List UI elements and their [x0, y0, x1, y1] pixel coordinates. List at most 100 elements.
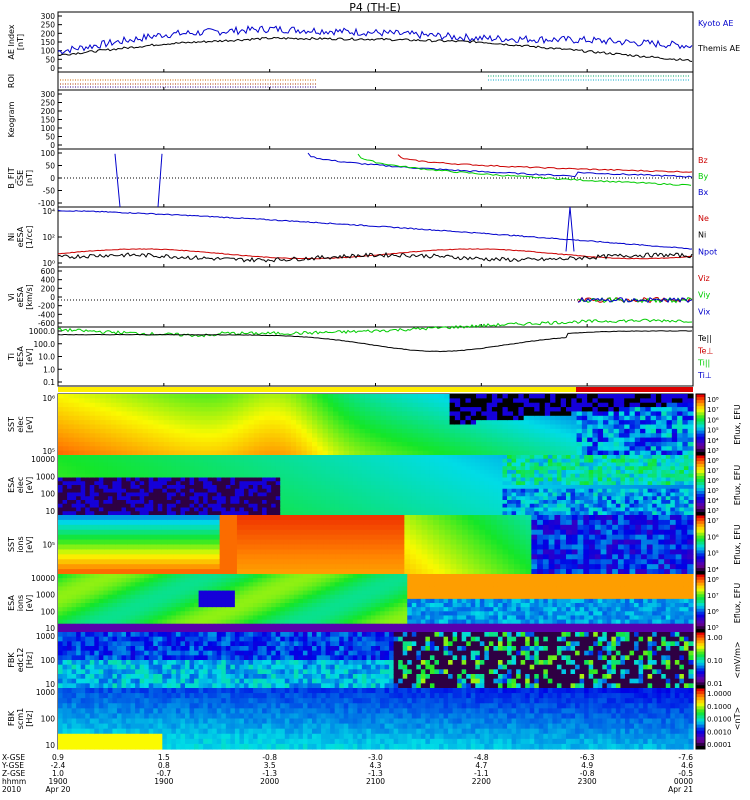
- sst-elec-cell: [428, 446, 435, 452]
- sst-ion-cell: [352, 529, 359, 536]
- sst-elec-cell: [470, 420, 477, 426]
- sst-ion-cell: [185, 564, 192, 570]
- page-title: P4 (TH-E): [349, 1, 401, 14]
- sst-elec-cell: [333, 428, 340, 434]
- sst-elec-cell: [491, 428, 498, 434]
- esa-elec-cell: [634, 466, 640, 471]
- esa-elec-cell: [266, 492, 272, 497]
- sst-elec-cell: [84, 437, 91, 443]
- esa-elec-cell: [112, 496, 118, 501]
- sst-elec-cell: [655, 433, 662, 439]
- sst-elec-cell: [95, 433, 101, 439]
- sst-ion-cell: [213, 544, 221, 551]
- esa-elec-cell: [153, 496, 159, 501]
- sst-elec-cell: [576, 420, 583, 426]
- sst-ion-cell: [190, 564, 198, 570]
- esa-elec-cell: [529, 458, 535, 464]
- sst-ion-cell: [144, 519, 151, 526]
- sst-elec-cell: [322, 437, 329, 443]
- esa-elec-cell: [271, 511, 277, 516]
- sst-ion-cell: [231, 529, 238, 536]
- esa-elec-cell: [352, 496, 358, 501]
- esa-elec-cell: [221, 481, 227, 486]
- sst-elec-cell: [259, 420, 265, 426]
- esa-elec-cell: [638, 500, 644, 505]
- esa-elec-cell: [162, 458, 168, 464]
- esa-elec-cell: [547, 473, 553, 479]
- sst-elec-cell: [560, 407, 567, 413]
- esa-elec-cell: [126, 466, 132, 471]
- esa-elec-cell: [538, 466, 544, 471]
- sst-ion-cell: [392, 515, 400, 521]
- sst-elec-cell: [110, 415, 117, 421]
- sst-elec-cell: [655, 441, 662, 447]
- esa-elec-cell: [225, 473, 231, 479]
- esa-elec-cell: [302, 485, 309, 490]
- esa-elec-cell: [103, 507, 109, 512]
- sst-elec-cell: [433, 446, 440, 452]
- esa-elec-cell: [366, 473, 372, 479]
- sst-ion-cell: [121, 524, 128, 531]
- esa-elec-cell: [139, 496, 145, 501]
- sst-elec-cell: [401, 407, 408, 413]
- esa-elec-cell: [67, 462, 73, 467]
- sst-elec-cell: [661, 450, 668, 456]
- esa-elec-cell: [615, 477, 622, 482]
- esa-elec-cell: [71, 485, 77, 490]
- sst-elec-cell: [68, 420, 75, 426]
- esa-elec-cell: [407, 455, 413, 460]
- sst-elec-cell: [481, 394, 488, 399]
- esa-elec-cell: [470, 488, 476, 494]
- esa-elec-cell: [298, 507, 304, 512]
- sst-elec-cell: [528, 411, 535, 417]
- sst-elec-cell: [454, 433, 461, 439]
- esa-elec-cell: [71, 492, 77, 497]
- esa-elec-cell: [611, 455, 617, 460]
- sst-ion-cell: [127, 554, 134, 560]
- esa-elec-cell: [357, 473, 363, 479]
- esa-elec-cell: [321, 503, 327, 509]
- sst-elec-cell: [110, 446, 117, 452]
- esa-elec-cell: [194, 466, 200, 471]
- esa-elec-cell: [339, 503, 345, 509]
- esa-elec-cell: [148, 470, 154, 475]
- sst-elec-cell: [439, 398, 445, 404]
- sst-elec-cell: [359, 415, 366, 421]
- sst-elec-cell: [338, 411, 345, 417]
- sst-elec-cell: [423, 411, 430, 417]
- sst-ion-cell: [156, 559, 163, 565]
- esa-elec-cell: [80, 496, 86, 501]
- esa-elec-cell: [89, 462, 95, 467]
- sst-elec-cell: [380, 402, 387, 408]
- sst-ion-cell: [156, 519, 163, 526]
- sst-elec-cell: [603, 433, 609, 439]
- sst-elec-cell: [158, 415, 165, 421]
- sst-elec-cell: [439, 415, 445, 421]
- esa-elec-cell: [221, 503, 227, 509]
- sst-elec-cell: [174, 428, 181, 434]
- esa-elec-cell: [166, 462, 172, 467]
- sst-elec-cell: [671, 424, 678, 430]
- sst-elec-cell: [682, 394, 689, 399]
- sst-ion-cell: [404, 569, 411, 575]
- esa-elec-cell: [674, 455, 680, 460]
- esa-elec-cell: [402, 507, 408, 512]
- esa-elec-cell: [470, 455, 476, 460]
- ytick-bfit: 50: [45, 162, 55, 171]
- sst-ion-cell: [363, 539, 371, 546]
- sst-elec-cell: [460, 446, 467, 452]
- esa-elec-cell: [80, 466, 86, 471]
- sst-ion-cell: [179, 559, 186, 565]
- sst-elec-cell: [618, 394, 625, 399]
- sst-ion-cell: [369, 519, 377, 526]
- esa-elec-cell: [475, 466, 481, 471]
- sst-ion-cell: [410, 544, 417, 551]
- sst-elec-cell: [290, 424, 297, 430]
- sst-elec-cell: [613, 446, 620, 452]
- esa-elec-cell: [148, 462, 154, 467]
- sst-ion-cell: [208, 554, 215, 560]
- sst-elec-cell: [132, 402, 138, 408]
- esa-elec-cell: [126, 477, 132, 482]
- sst-elec-cell: [290, 398, 297, 404]
- esa-elec-cell: [674, 477, 680, 482]
